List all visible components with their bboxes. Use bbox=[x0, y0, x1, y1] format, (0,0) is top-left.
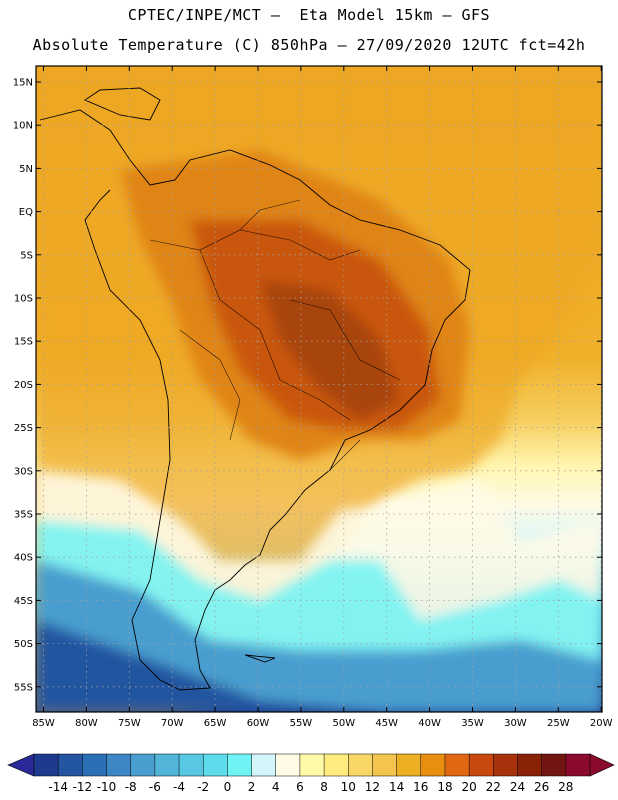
colorbar-label: 22 bbox=[486, 780, 501, 794]
colorbar-label: 26 bbox=[534, 780, 549, 794]
lon-label: 40W bbox=[418, 718, 441, 729]
colorbar-swatch bbox=[517, 753, 543, 777]
colorbar-swatch bbox=[82, 753, 108, 777]
lat-label: 20S bbox=[14, 380, 33, 391]
lon-label: 45W bbox=[375, 718, 398, 729]
colorbar-swatch bbox=[541, 753, 567, 777]
colorbar-label: 12 bbox=[365, 780, 380, 794]
lon-label: 55W bbox=[290, 718, 313, 729]
colorbar-swatch bbox=[348, 753, 373, 777]
colorbar-swatch bbox=[420, 753, 446, 777]
lon-label: 70W bbox=[161, 718, 184, 729]
lon-label: 80W bbox=[75, 718, 98, 729]
lat-label: 55S bbox=[14, 682, 33, 693]
colorbar-label: -12 bbox=[73, 780, 93, 794]
colorbar-label: 28 bbox=[558, 780, 573, 794]
lat-label: 10N bbox=[13, 121, 33, 132]
colorbar-label: -6 bbox=[149, 780, 161, 794]
lat-label: 5N bbox=[19, 164, 33, 175]
title-line-1: CPTEC/INPE/MCT – Eta Model 15km – GFS bbox=[127, 6, 491, 24]
lon-label: 50W bbox=[332, 718, 355, 729]
lon-label: 25W bbox=[547, 718, 570, 729]
lon-label: 60W bbox=[247, 718, 270, 729]
colorbar-swatch bbox=[57, 753, 83, 777]
lon-label: 75W bbox=[118, 718, 141, 729]
colorbar-label: 6 bbox=[296, 780, 304, 794]
graticule bbox=[36, 66, 602, 712]
colorbar-label: 10 bbox=[341, 780, 356, 794]
colorbar-label: 0 bbox=[224, 780, 232, 794]
colorbar-swatch bbox=[493, 753, 519, 777]
colorbar-swatch bbox=[468, 753, 494, 777]
colorbar-swatch bbox=[323, 753, 349, 777]
lon-label: 35W bbox=[461, 718, 484, 729]
colorbar-swatch bbox=[275, 753, 301, 777]
colorbar-label: 16 bbox=[413, 780, 428, 794]
colorbar-label: 20 bbox=[461, 780, 476, 794]
colorbar-label: -14 bbox=[48, 780, 68, 794]
colorbar-swatch bbox=[299, 753, 325, 777]
colorbar: -14 -12 -10 -8 -6 -4 -2 0 2 4 6 8 10 12 14 16 18 20 22 24 26… bbox=[7, 753, 615, 794]
colorbar-swatch bbox=[251, 753, 277, 777]
lat-label: 15N bbox=[13, 78, 33, 89]
lat-label: 5S bbox=[20, 250, 33, 261]
colorbar-label: 2 bbox=[248, 780, 256, 794]
lat-label: 35S bbox=[14, 510, 33, 521]
borders bbox=[149, 199, 401, 471]
colorbar-label: 8 bbox=[320, 780, 328, 794]
lat-label: 45S bbox=[14, 596, 33, 607]
lat-label: 25S bbox=[14, 423, 33, 434]
colorbar-swatch bbox=[372, 753, 398, 777]
colorbar-label: -8 bbox=[125, 780, 137, 794]
colorbar-swatch bbox=[444, 753, 470, 777]
lat-label: 30S bbox=[14, 466, 33, 477]
map-frame bbox=[35, 65, 603, 713]
colorbar-swatch bbox=[154, 753, 180, 777]
colorbar-swatch bbox=[106, 753, 132, 777]
colorbar-swatch bbox=[130, 753, 156, 777]
colorbar-swatch bbox=[227, 753, 253, 777]
lon-label: 85W bbox=[32, 718, 55, 729]
lat-label: 15S bbox=[14, 337, 33, 348]
lat-label: EQ bbox=[19, 207, 33, 218]
colorbar-label: -10 bbox=[97, 780, 117, 794]
temperature-field bbox=[36, 66, 602, 712]
lat-label: 10S bbox=[14, 294, 33, 305]
latitude-axis: 15N 10N 5N EQ 5S 10S 15S 20S 25S 30S 35S 40S 45S 50S 5… bbox=[13, 78, 602, 693]
lon-label: 30W bbox=[504, 718, 527, 729]
colorbar-swatch bbox=[202, 753, 228, 777]
lat-label: 40S bbox=[14, 553, 33, 564]
colorbar-swatch bbox=[396, 753, 422, 777]
longitude-axis: 85W 80W 75W 70W 65W 60W 55W 50W 45W 40W 35W 30W 25W 2… bbox=[32, 66, 613, 729]
colorbar-label: 4 bbox=[272, 780, 280, 794]
lat-label: 50S bbox=[14, 639, 33, 650]
colorbar-label: -4 bbox=[173, 780, 185, 794]
colorbar-low-arrow bbox=[7, 753, 35, 777]
colorbar-swatch bbox=[33, 753, 59, 777]
colorbar-label: 14 bbox=[389, 780, 404, 794]
colorbar-swatch bbox=[565, 753, 591, 777]
colorbar-label: 18 bbox=[437, 780, 452, 794]
colorbar-label: 24 bbox=[510, 780, 525, 794]
colorbar-label: -2 bbox=[197, 780, 209, 794]
lon-label: 65W bbox=[204, 718, 227, 729]
coastline bbox=[39, 87, 471, 691]
colorbar-swatch bbox=[178, 753, 204, 777]
title-line-2: Absolute Temperature (C) 850hPa – 27/09/… bbox=[32, 36, 586, 54]
colorbar-high-arrow bbox=[589, 753, 615, 777]
lon-label: 20W bbox=[590, 718, 613, 729]
